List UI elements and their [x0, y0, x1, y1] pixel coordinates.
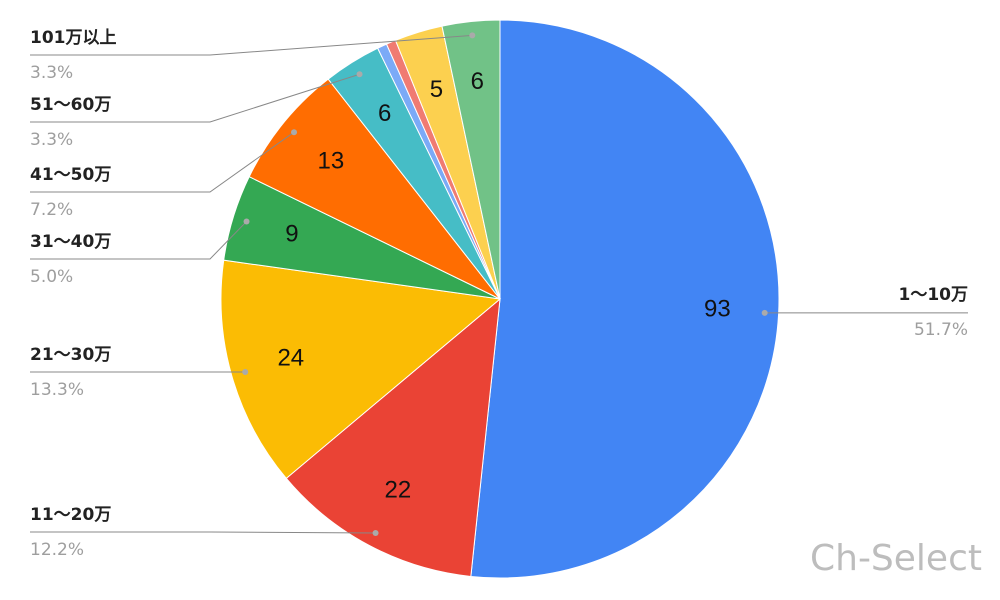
- leader-line: [30, 221, 247, 260]
- leader-line: [30, 531, 376, 534]
- percent-label: 3.3%: [30, 130, 73, 150]
- pie-slice: [220, 259, 502, 480]
- slice-label: 22: [384, 476, 411, 503]
- pie-slice: [285, 297, 501, 578]
- slice-label: 5: [430, 76, 443, 103]
- legend-label: 11〜20万: [30, 505, 111, 525]
- legend-label: 1〜10万: [899, 285, 969, 305]
- legend-label: 41〜50万: [30, 165, 111, 185]
- slice-label: 6: [378, 100, 391, 127]
- leader-line: [30, 34, 473, 56]
- leader-line: [30, 131, 295, 193]
- legend-label: 101万以上: [30, 28, 117, 48]
- pie-slice: [470, 19, 780, 579]
- percent-label: 13.3%: [30, 380, 84, 400]
- leader-dot: [243, 218, 250, 225]
- legend-label: 51〜60万: [30, 95, 111, 115]
- slice-label: 13: [318, 147, 345, 174]
- legend-label: 21〜30万: [30, 345, 111, 365]
- percent-label: 5.0%: [30, 267, 73, 287]
- slice-label: 24: [277, 344, 304, 371]
- pie-slice: [248, 78, 501, 300]
- leader-dot: [372, 530, 379, 537]
- percent-label: 51.7%: [914, 320, 968, 340]
- percent-label: 7.2%: [30, 200, 73, 220]
- slice-label: 93: [704, 296, 731, 323]
- slice-label: 9: [285, 221, 298, 248]
- leader-dot: [469, 32, 476, 39]
- legend-label: 31〜40万: [30, 232, 111, 252]
- pie-slice: [441, 19, 501, 300]
- leader-line: [30, 73, 360, 123]
- slice-label: 6: [471, 68, 484, 95]
- leader-dot: [242, 369, 249, 376]
- leader-dot: [761, 309, 768, 316]
- percent-label: 12.2%: [30, 540, 84, 560]
- percent-label: 3.3%: [30, 63, 73, 83]
- leader-dot: [356, 71, 363, 78]
- leader-dot: [291, 129, 298, 136]
- watermark: Ch-Select: [810, 538, 982, 579]
